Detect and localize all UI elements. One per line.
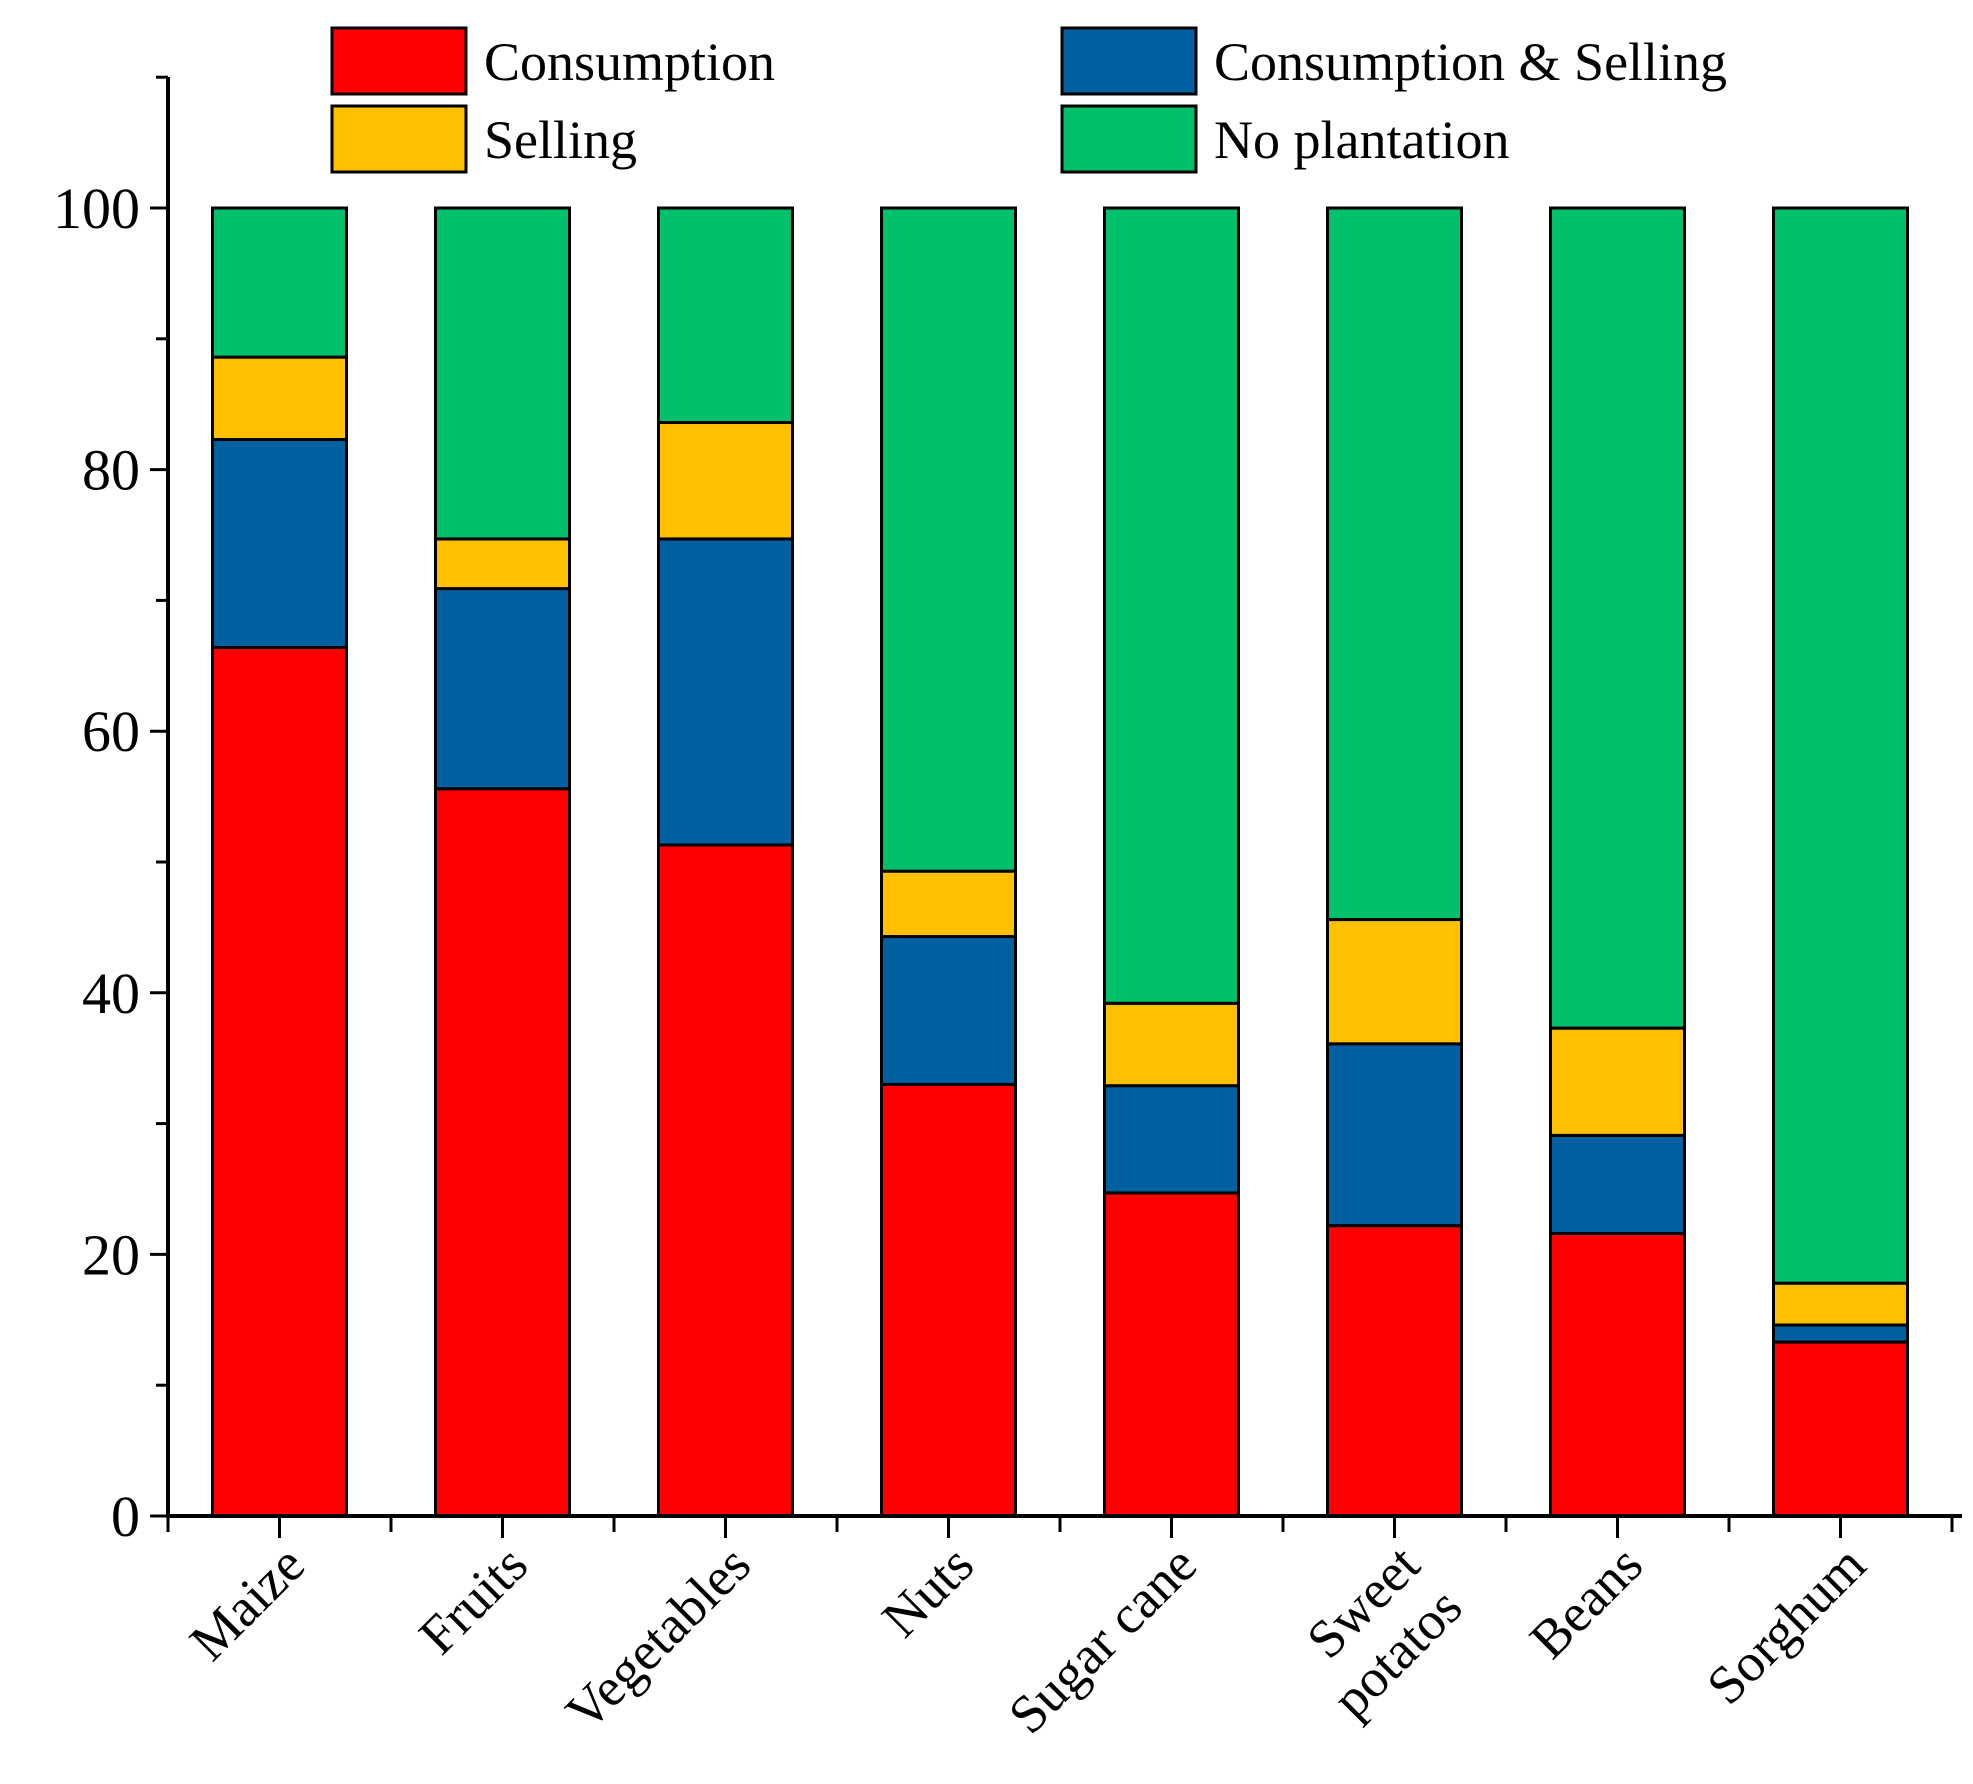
x-category-label-4: Sugar cane [997,1534,1208,1745]
bar-sugar-cane-no-plantation [1103,206,1240,1005]
legend-label-consumption-selling: Consumption & Selling [1214,32,1727,92]
bar-sugar-cane-consumption-selling [1103,1084,1240,1195]
bar-sorghum-consumption-selling [1772,1323,1909,1344]
x-category-label-1: Fruits [407,1534,539,1666]
y-tick-label-80: 80 [82,438,140,503]
bar-sorghum-no-plantation [1772,206,1909,1285]
x-category-label-line: Sugar cane [997,1534,1208,1745]
bar-fruits-selling [434,537,571,591]
bar-beans-no-plantation [1549,206,1686,1030]
y-tick-label-20: 20 [82,1222,140,1287]
legend-swatch-consumption-selling [1060,26,1198,96]
legend-swatch-no-plantation [1060,104,1198,174]
bar-vegetables-consumption-selling [657,537,794,847]
bar-maize-consumption [211,645,348,1518]
x-category-label-line: Fruits [407,1534,539,1666]
bar-sugar-cane-consumption [1103,1191,1240,1518]
bar-vegetables-selling [657,421,794,541]
bar-segments [211,206,1909,1518]
x-category-label-5: Sweetpotatos [1278,1534,1473,1729]
bar-fruits-consumption [434,787,571,1518]
legend-swatch-selling [330,104,468,174]
x-axis-category-labels: Maize Fruits Vegetables Nuts Sugar cane Sweet… [166,1516,1954,1745]
y-tick-label-40: 40 [82,961,140,1026]
bar-maize-no-plantation [211,206,348,359]
x-category-label-0: Maize [178,1534,316,1672]
bar-fruits-consumption-selling [434,587,571,791]
y-tick-label-60: 60 [82,699,140,764]
legend-swatch-consumption [330,26,468,96]
bar-sugar-cane-selling [1103,1001,1240,1088]
x-category-label-6: Beans [1518,1534,1654,1670]
bar-beans-consumption [1549,1231,1686,1518]
legend-label-no-plantation: No plantation [1214,110,1509,170]
x-category-label-line: Maize [178,1534,316,1672]
bar-maize-selling [211,355,348,442]
legend: Consumption Consumption & Selling Selling N… [330,26,1727,174]
bar-vegetables-consumption [657,843,794,1518]
x-category-label-line: Vegetables [554,1534,762,1742]
legend-label-consumption: Consumption [484,32,775,92]
bar-nuts-consumption-selling [880,935,1017,1086]
bar-sorghum-consumption [1772,1340,1909,1518]
x-category-label-line: Beans [1518,1534,1654,1670]
y-tick-label-0: 0 [111,1484,140,1549]
bar-beans-selling [1549,1026,1686,1137]
legend-label-selling: Selling [484,110,637,170]
x-category-label-2: Vegetables [554,1534,762,1742]
bar-sweet-potatos-consumption-selling [1326,1042,1463,1228]
bar-nuts-selling [880,869,1017,939]
axes [166,77,1962,1518]
bar-sweet-potatos-no-plantation [1326,206,1463,922]
x-category-label-line: Sorghum [1695,1534,1877,1716]
x-category-label-7: Sorghum [1695,1534,1877,1716]
y-tick-label-100: 100 [53,176,140,241]
bar-vegetables-no-plantation [657,206,794,425]
y-axis-ticks: 0 20 40 60 80 100 [53,75,168,1549]
bar-nuts-no-plantation [880,206,1017,873]
bar-fruits-no-plantation [434,206,571,541]
bar-nuts-consumption [880,1082,1017,1518]
bar-sweet-potatos-selling [1326,918,1463,1046]
x-category-label-3: Nuts [870,1534,985,1649]
bar-maize-consumption-selling [211,438,348,649]
bar-beans-consumption-selling [1549,1133,1686,1235]
bar-sorghum-selling [1772,1281,1909,1327]
x-category-label-line: Nuts [870,1534,985,1649]
bar-sweet-potatos-consumption [1326,1224,1463,1518]
